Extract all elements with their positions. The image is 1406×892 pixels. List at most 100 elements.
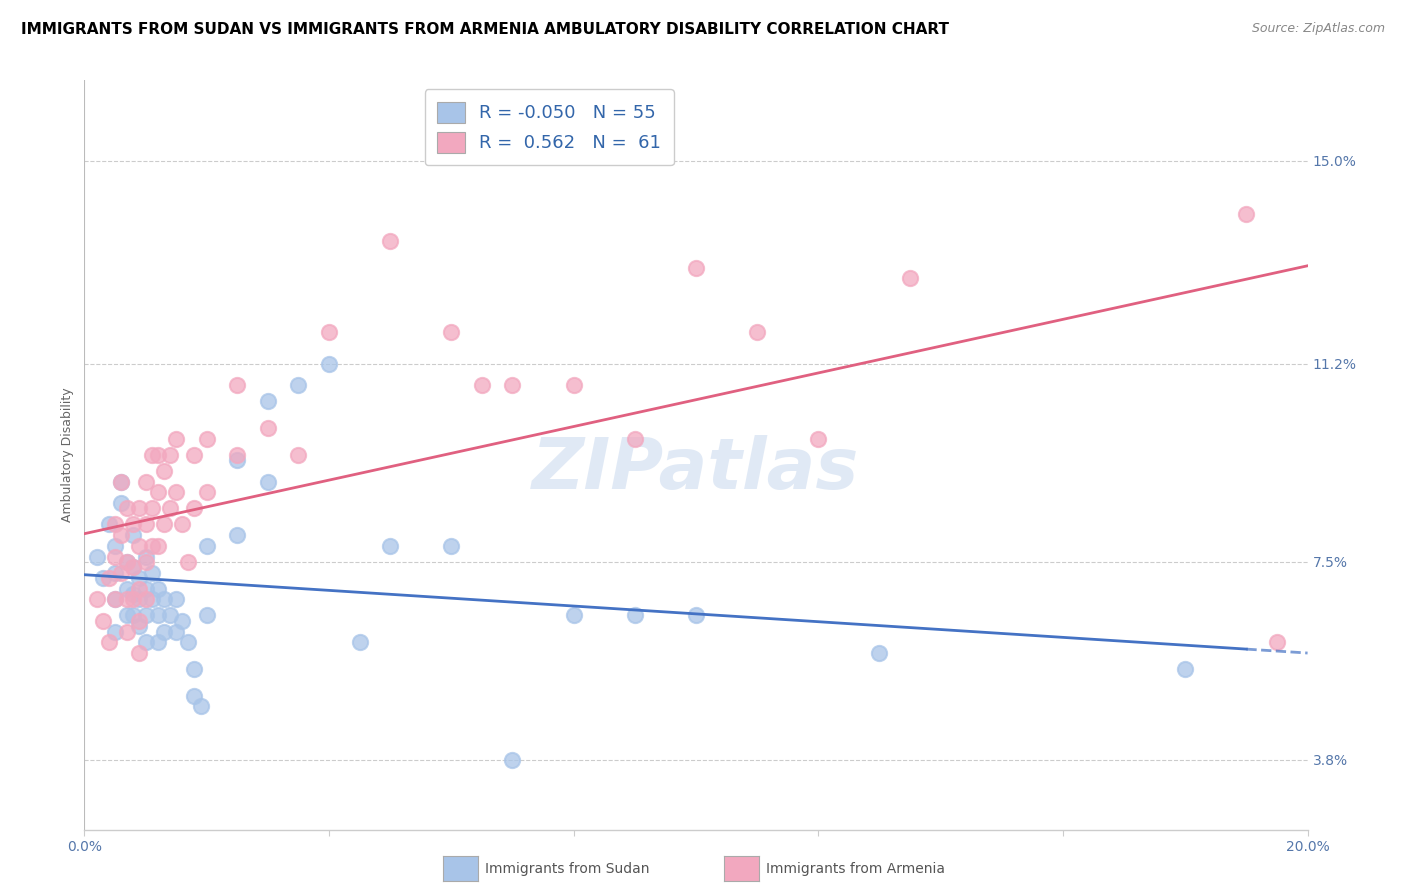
Point	[172, 517, 194, 532]
Point	[165, 592, 187, 607]
Point	[287, 448, 309, 462]
Point	[122, 587, 145, 601]
Point	[97, 635, 120, 649]
Point	[104, 566, 127, 580]
Point	[159, 448, 181, 462]
Point	[135, 608, 157, 623]
Point	[91, 571, 114, 585]
Point	[159, 608, 181, 623]
Point	[183, 501, 205, 516]
Point	[471, 378, 494, 392]
Point	[115, 555, 138, 569]
Point	[146, 608, 169, 623]
Point	[257, 394, 280, 409]
Point	[257, 421, 280, 435]
Point	[128, 646, 150, 660]
Point	[128, 582, 150, 596]
Point	[1265, 635, 1288, 649]
Point	[440, 539, 463, 553]
Point	[146, 485, 169, 500]
Point	[195, 432, 218, 446]
Y-axis label: Ambulatory Disability: Ambulatory Disability	[60, 388, 75, 522]
Point	[122, 528, 145, 542]
Point	[141, 448, 163, 462]
Point	[135, 517, 157, 532]
Point	[153, 624, 176, 639]
Point	[146, 539, 169, 553]
Point	[110, 475, 132, 489]
Point	[110, 475, 132, 489]
Legend: R = -0.050   N = 55, R =  0.562   N =  61: R = -0.050 N = 55, R = 0.562 N = 61	[425, 89, 673, 165]
Point	[135, 555, 157, 569]
Point	[1174, 662, 1197, 676]
Point	[153, 592, 176, 607]
Point	[159, 501, 181, 516]
Point	[195, 485, 218, 500]
Point	[128, 501, 150, 516]
Point	[165, 432, 187, 446]
Point	[128, 619, 150, 633]
Point	[172, 614, 194, 628]
Point	[86, 549, 108, 564]
Point	[110, 496, 132, 510]
Point	[226, 448, 249, 462]
Point	[226, 453, 249, 467]
Point	[115, 555, 138, 569]
Point	[122, 608, 145, 623]
Point	[115, 624, 138, 639]
Text: Immigrants from Armenia: Immigrants from Armenia	[766, 862, 945, 876]
Point	[177, 555, 200, 569]
Point	[685, 260, 707, 275]
Point	[146, 635, 169, 649]
Point	[110, 566, 132, 580]
Point	[502, 378, 524, 392]
Point	[141, 501, 163, 516]
Point	[128, 614, 150, 628]
Text: Immigrants from Sudan: Immigrants from Sudan	[485, 862, 650, 876]
Point	[153, 517, 176, 532]
Point	[135, 635, 157, 649]
Point	[135, 549, 157, 564]
Point	[349, 635, 371, 649]
Point	[104, 517, 127, 532]
Point	[115, 582, 138, 596]
Point	[440, 325, 463, 339]
Point	[287, 378, 309, 392]
Point	[1236, 207, 1258, 221]
Point	[153, 464, 176, 478]
Point	[183, 689, 205, 703]
Point	[226, 378, 249, 392]
Point	[869, 646, 891, 660]
Text: Source: ZipAtlas.com: Source: ZipAtlas.com	[1251, 22, 1385, 36]
Point	[115, 501, 138, 516]
Point	[97, 517, 120, 532]
Point	[380, 234, 402, 248]
Point	[898, 271, 921, 285]
Point	[165, 485, 187, 500]
Point	[226, 528, 249, 542]
Text: IMMIGRANTS FROM SUDAN VS IMMIGRANTS FROM ARMENIA AMBULATORY DISABILITY CORRELATI: IMMIGRANTS FROM SUDAN VS IMMIGRANTS FROM…	[21, 22, 949, 37]
Point	[141, 539, 163, 553]
Point	[146, 448, 169, 462]
Point	[624, 608, 647, 623]
Point	[122, 592, 145, 607]
Point	[380, 539, 402, 553]
Point	[183, 662, 205, 676]
Point	[122, 517, 145, 532]
Point	[183, 448, 205, 462]
Point	[122, 560, 145, 574]
Point	[502, 753, 524, 767]
Point	[135, 475, 157, 489]
Point	[110, 528, 132, 542]
Point	[135, 582, 157, 596]
Point	[141, 592, 163, 607]
Point	[747, 325, 769, 339]
Point	[86, 592, 108, 607]
Point	[190, 699, 212, 714]
Point	[318, 357, 340, 371]
Point	[122, 560, 145, 574]
Point	[128, 592, 150, 607]
Point	[257, 475, 280, 489]
Point	[97, 571, 120, 585]
Point	[104, 624, 127, 639]
